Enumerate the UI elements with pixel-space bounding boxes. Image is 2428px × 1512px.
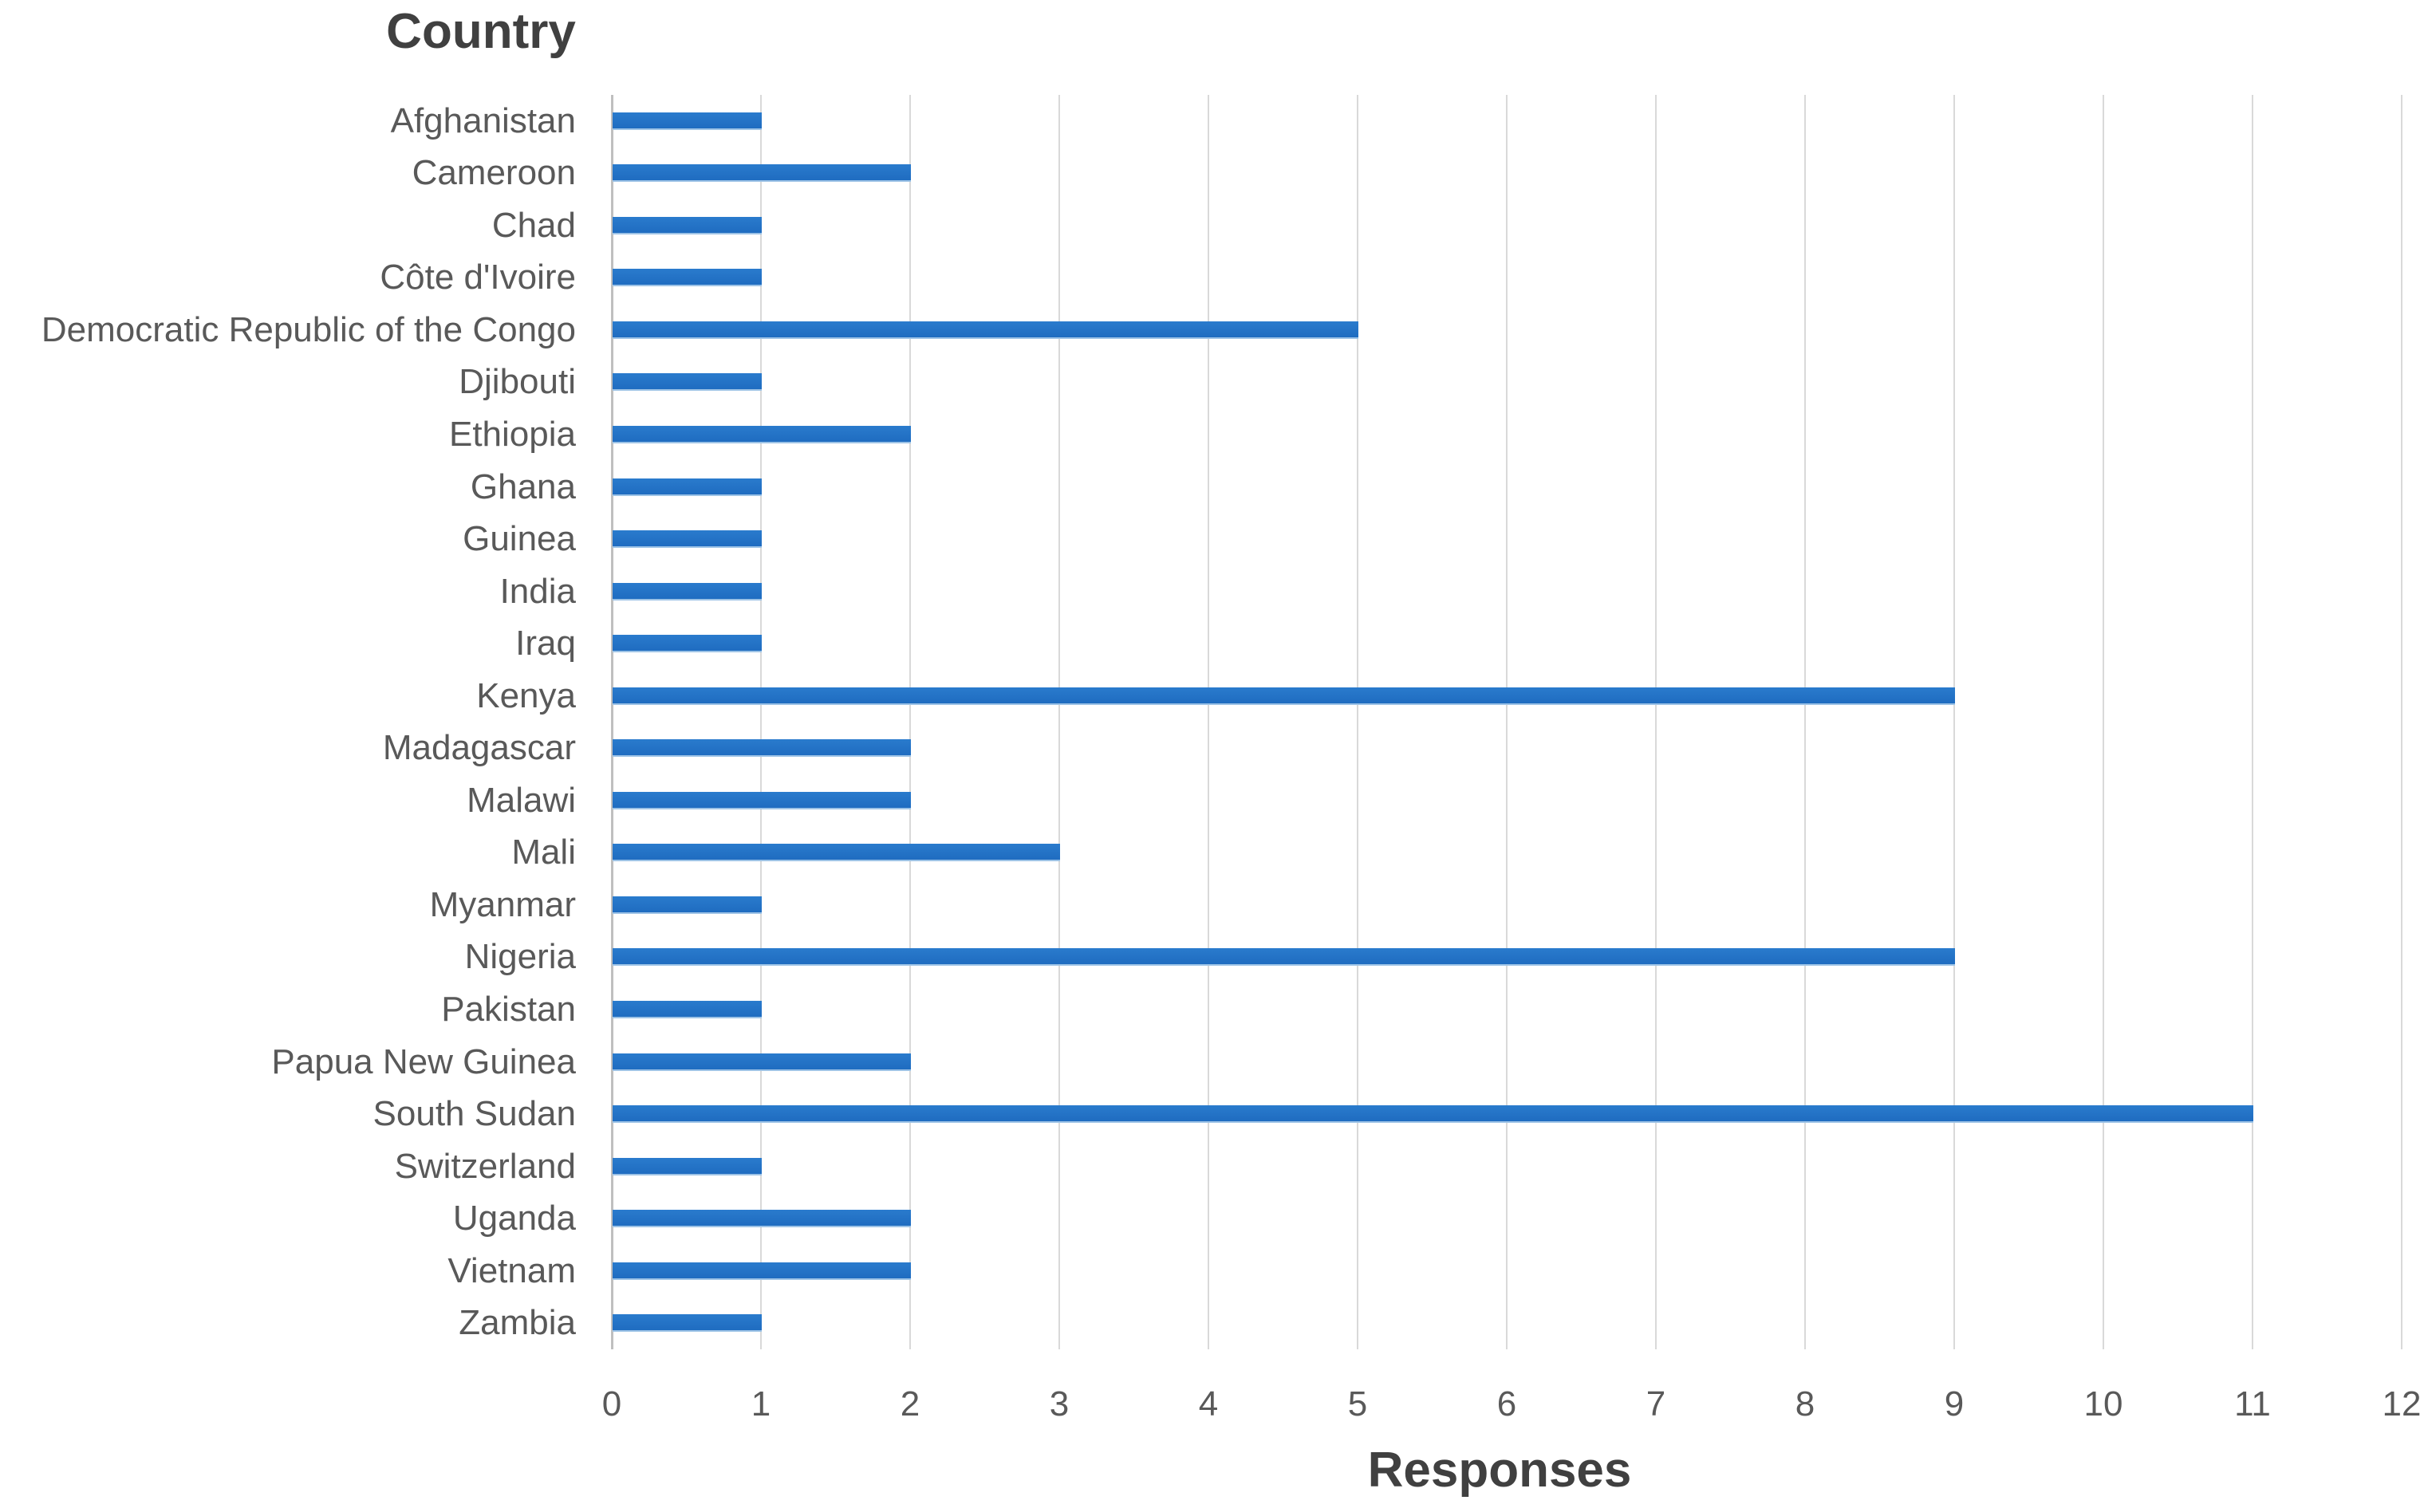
- category-label-uganda: Uganda: [452, 1199, 576, 1238]
- gridline-x-10: [2103, 95, 2104, 1349]
- x-tick-label-6: 6: [1496, 1384, 1517, 1423]
- plot-area: [611, 95, 2402, 1349]
- x-axis-title: Responses: [1367, 1443, 1632, 1498]
- gridline-x-2: [909, 95, 911, 1349]
- bar-madagascar: [613, 739, 911, 758]
- bar-cameroon: [613, 164, 911, 183]
- category-label-guinea: Guinea: [463, 519, 576, 559]
- category-label-myanmar: Myanmar: [429, 884, 576, 924]
- gridline-x-7: [1655, 95, 1657, 1349]
- x-tick-label-2: 2: [900, 1384, 920, 1423]
- gridline-x-1: [760, 95, 762, 1349]
- bar-pakistan: [613, 1000, 762, 1018]
- category-label-democratic-republic-of-the-congo: Democratic Republic of the Congo: [41, 309, 576, 349]
- category-label-chad: Chad: [491, 205, 576, 245]
- bar-c-te-d-ivoire: [613, 269, 762, 287]
- category-label-south-sudan: South Sudan: [372, 1094, 576, 1134]
- bar-india: [613, 582, 762, 600]
- bar-switzerland: [613, 1157, 762, 1175]
- bar-guinea: [613, 530, 762, 549]
- bar-ghana: [613, 478, 762, 496]
- category-label-c-te-d-ivoire: Côte d'Ivoire: [380, 258, 576, 297]
- category-label-ethiopia: Ethiopia: [448, 415, 576, 455]
- category-label-djibouti: Djibouti: [459, 362, 576, 402]
- gridline-x-4: [1208, 95, 1209, 1349]
- bar-south-sudan: [613, 1105, 2253, 1124]
- category-label-nigeria: Nigeria: [464, 937, 576, 977]
- bar-myanmar: [613, 896, 762, 914]
- x-tick-label-11: 11: [2234, 1384, 2271, 1423]
- x-tick-label-10: 10: [2083, 1384, 2123, 1423]
- category-label-ghana: Ghana: [470, 467, 576, 506]
- gridline-x-5: [1357, 95, 1358, 1349]
- category-label-india: India: [499, 571, 576, 611]
- category-label-cameroon: Cameroon: [412, 153, 576, 193]
- bar-democratic-republic-of-the-congo: [613, 321, 1358, 339]
- category-label-madagascar: Madagascar: [382, 728, 576, 768]
- category-label-vietnam: Vietnam: [447, 1250, 576, 1290]
- category-label-malawi: Malawi: [467, 780, 576, 820]
- bar-papua-new-guinea: [613, 1053, 911, 1071]
- category-label-zambia: Zambia: [459, 1303, 576, 1343]
- x-tick-label-4: 4: [1198, 1384, 1219, 1423]
- category-label-afghanistan: Afghanistan: [390, 100, 576, 140]
- bar-uganda: [613, 1210, 911, 1228]
- bar-iraq: [613, 635, 762, 653]
- category-label-mali: Mali: [511, 833, 576, 872]
- bar-zambia: [613, 1314, 762, 1333]
- x-tick-label-1: 1: [751, 1384, 771, 1423]
- category-label-papua-new-guinea: Papua New Guinea: [271, 1041, 576, 1081]
- bar-kenya: [613, 687, 1955, 705]
- x-tick-label-8: 8: [1795, 1384, 1815, 1423]
- category-label-iraq: Iraq: [515, 624, 576, 663]
- gridline-x-12: [2401, 95, 2402, 1349]
- bar-djibouti: [613, 373, 762, 392]
- bar-chad: [613, 216, 762, 234]
- x-tick-label-0: 0: [601, 1384, 622, 1423]
- bar-afghanistan: [613, 112, 762, 130]
- bar-vietnam: [613, 1262, 911, 1280]
- y-axis-title: Country: [386, 4, 576, 59]
- x-tick-label-12: 12: [2382, 1384, 2422, 1423]
- bar-nigeria: [613, 948, 1955, 967]
- bar-malawi: [613, 791, 911, 809]
- category-label-switzerland: Switzerland: [394, 1146, 576, 1186]
- gridline-x-11: [2252, 95, 2253, 1349]
- gridline-x-3: [1058, 95, 1060, 1349]
- category-label-pakistan: Pakistan: [441, 989, 576, 1029]
- bar-mali: [613, 844, 1060, 862]
- x-tick-label-7: 7: [1646, 1384, 1666, 1423]
- gridline-x-6: [1506, 95, 1508, 1349]
- gridline-x-9: [1953, 95, 1955, 1349]
- bar-ethiopia: [613, 426, 911, 444]
- x-tick-label-9: 9: [1944, 1384, 1965, 1423]
- category-label-kenya: Kenya: [476, 675, 576, 715]
- x-tick-label-3: 3: [1049, 1384, 1070, 1423]
- y-axis-line: [611, 95, 613, 1349]
- gridline-x-8: [1804, 95, 1806, 1349]
- x-tick-label-5: 5: [1347, 1384, 1368, 1423]
